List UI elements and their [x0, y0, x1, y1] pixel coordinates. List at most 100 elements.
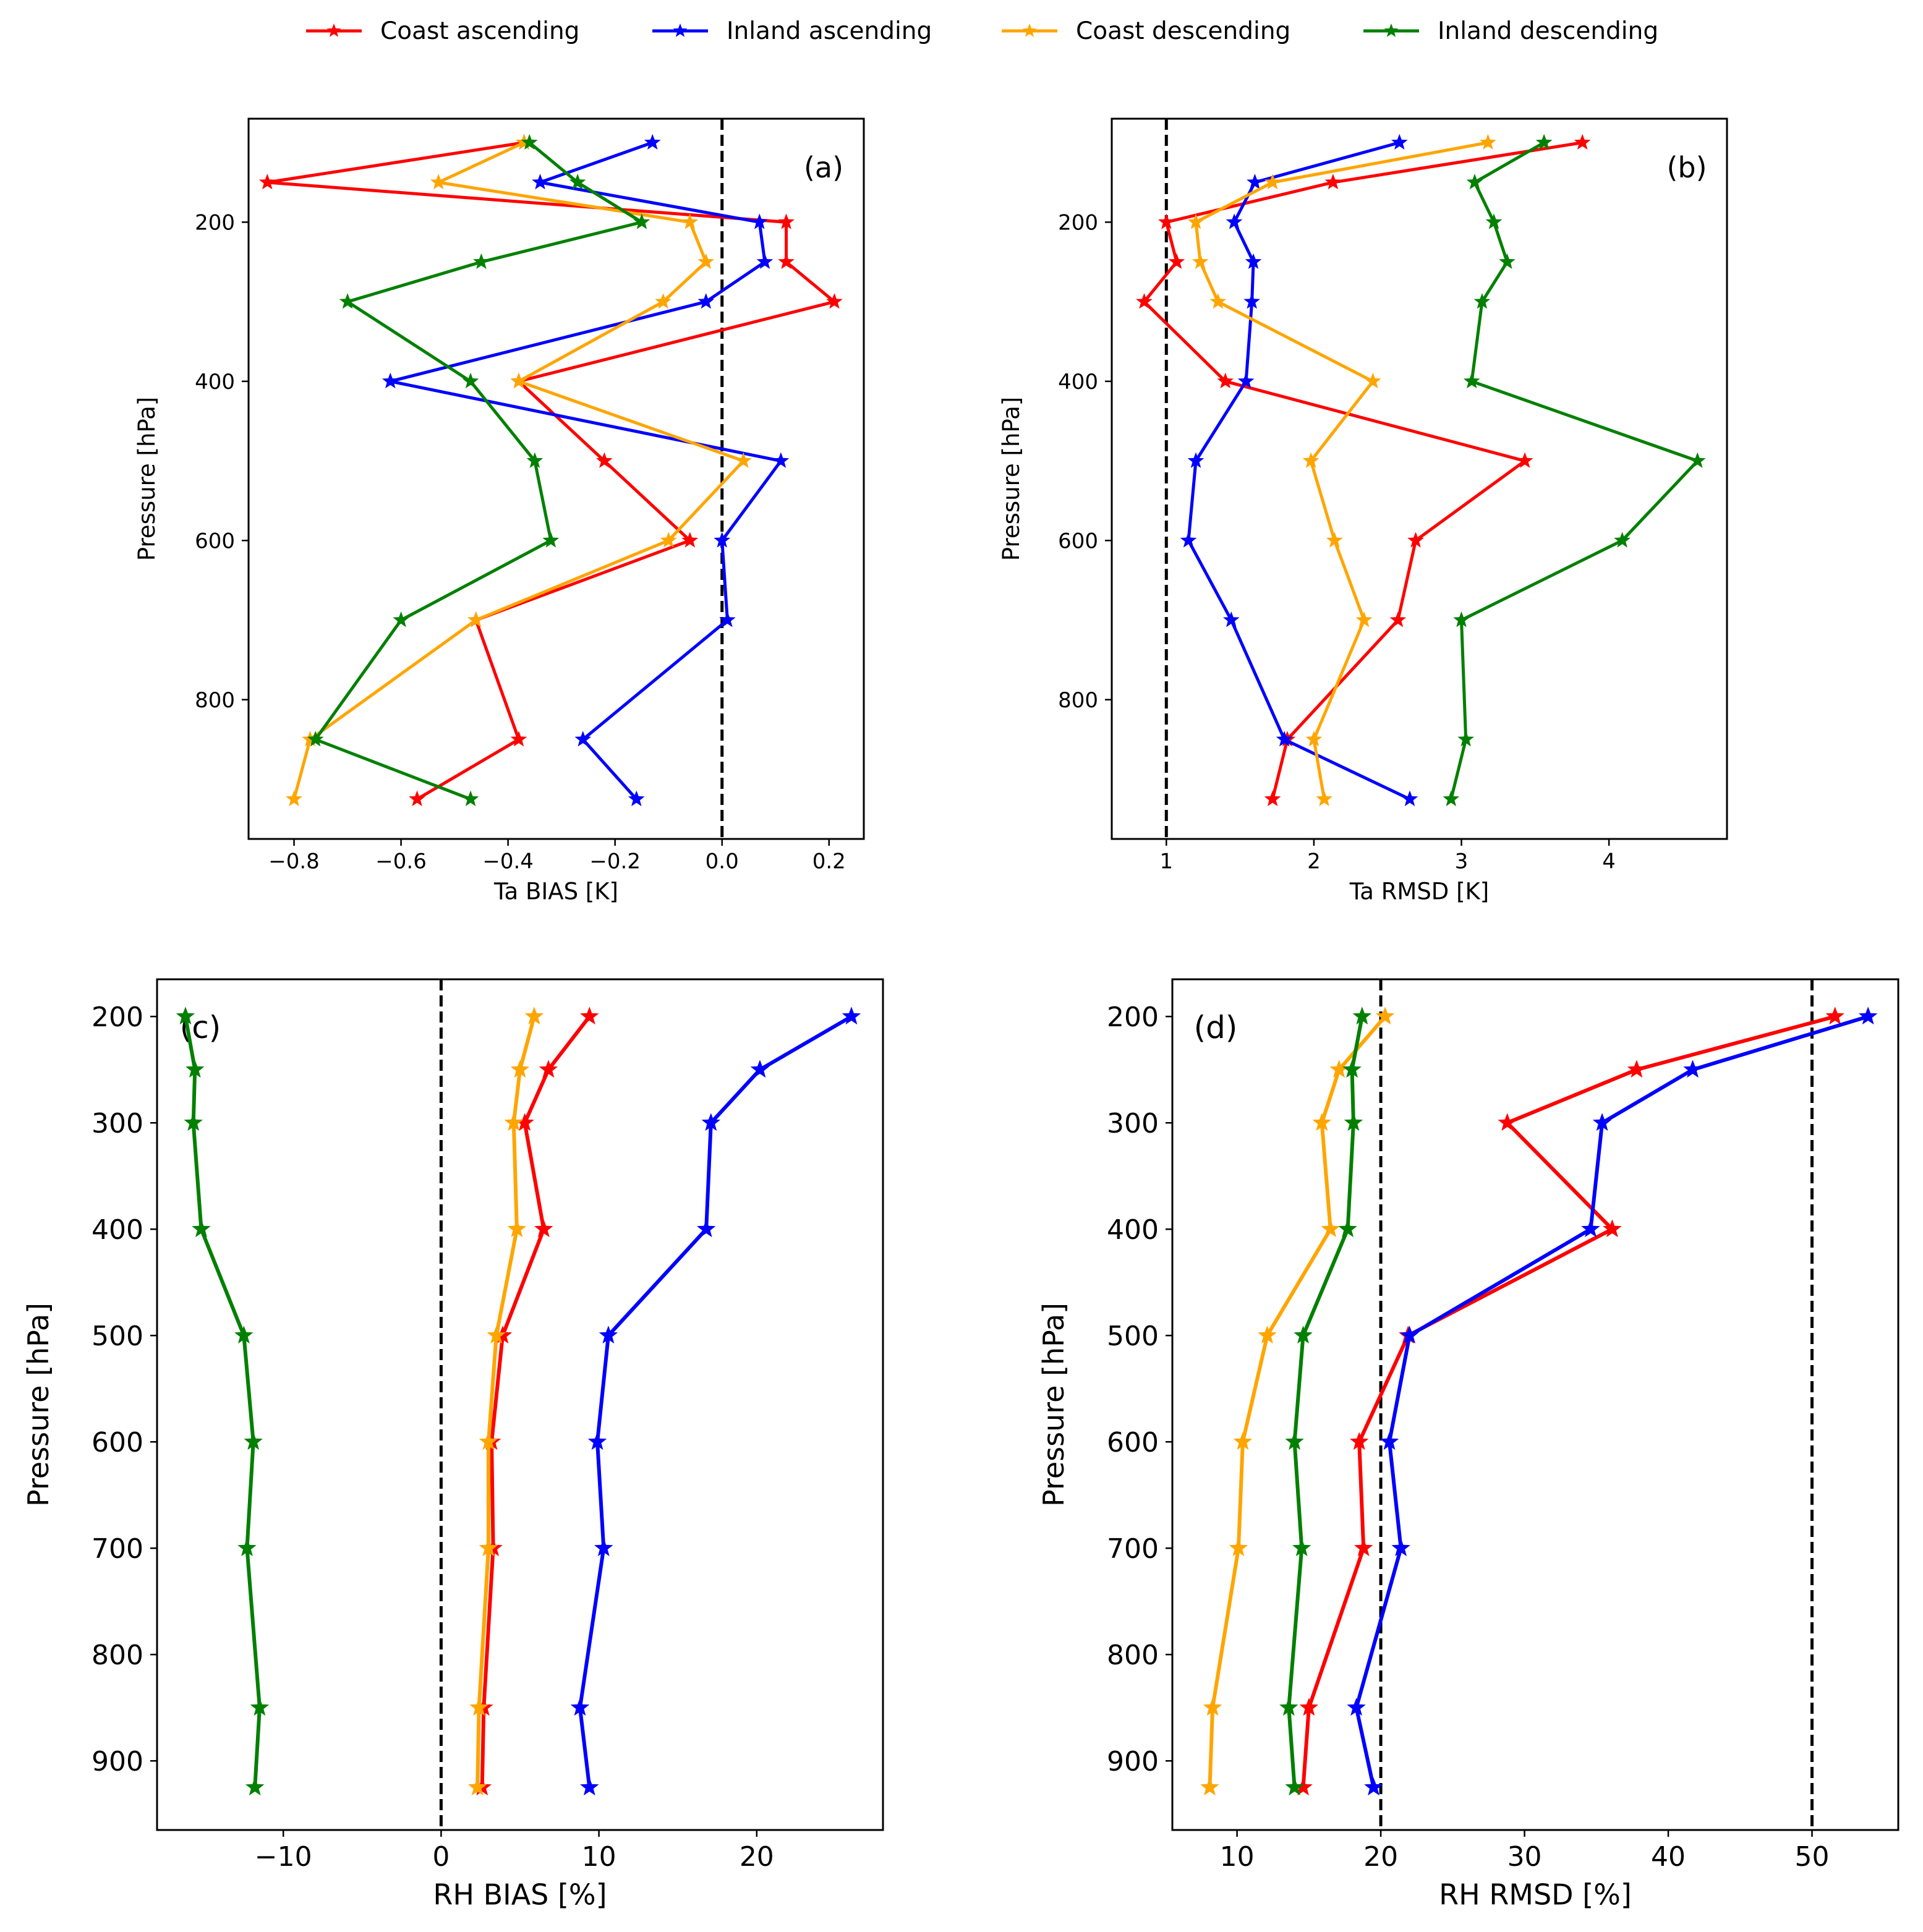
data-point-coast-ascending: [510, 731, 527, 747]
data-point-coast-descending: [1192, 253, 1209, 270]
data-point-inland-ascending: [719, 611, 736, 628]
series-inland-ascending: [1347, 1006, 1878, 1796]
data-point-inland-ascending: [382, 372, 399, 389]
y-tick-label: 700: [92, 1533, 143, 1565]
y-tick-label: 500: [92, 1321, 143, 1352]
y-tick-label: 400: [92, 1214, 143, 1246]
x-axis-label: Ta BIAS [K]: [493, 879, 618, 905]
data-point-coast-ascending: [778, 213, 795, 229]
data-point-inland-descending: [1614, 532, 1631, 548]
data-point-inland-ascending: [532, 173, 548, 190]
data-point-coast-descending: [1233, 1432, 1253, 1450]
data-point-coast-ascending: [826, 293, 843, 309]
y-tick-label: 700: [1107, 1533, 1159, 1565]
series-inland-descending: [1443, 134, 1706, 806]
series-coast-descending: [1200, 1006, 1395, 1796]
data-point-coast-ascending: [1264, 790, 1281, 806]
data-point-inland-ascending: [587, 1432, 607, 1450]
data-point-inland-descending: [184, 1113, 203, 1131]
data-point-coast-ascending: [534, 1219, 553, 1238]
axes-frame: [1111, 117, 1728, 840]
data-point-coast-descending: [1480, 134, 1496, 150]
data-point-coast-ascending: [1498, 1113, 1517, 1131]
data-point-inland-descending: [1689, 452, 1706, 468]
data-point-coast-descending: [1209, 293, 1227, 309]
panel-label: (d): [1194, 1010, 1238, 1045]
x-tick-label: 0: [432, 1841, 450, 1873]
data-point-inland-ascending: [1401, 790, 1418, 806]
axes-frame: [247, 117, 865, 840]
data-point-inland-ascending: [1391, 134, 1408, 150]
data-point-inland-descending: [1285, 1432, 1304, 1450]
x-tick-label: −0.6: [375, 849, 427, 874]
data-point-inland-ascending: [574, 731, 592, 747]
data-point-inland-ascending: [756, 253, 774, 270]
data-point-coast-descending: [1200, 1777, 1219, 1796]
data-point-coast-ascending: [778, 253, 795, 270]
data-point-coast-descending: [286, 790, 302, 806]
data-point-coast-ascending: [1158, 213, 1175, 229]
panel-c: −10 0 10 20 200 300 400 500 600 700 800 900 RH BIAS …: [22, 978, 884, 1911]
y-tick-label: 500: [1107, 1321, 1159, 1352]
x-tick-label: −0.4: [482, 849, 534, 874]
x-tick-label: 50: [1795, 1841, 1830, 1873]
panel-b: 1 2 3 4 200 400 600 800 Ta RMSD [K] Pressure [hPa…: [998, 117, 1728, 905]
y-axis-label: Pressure [hPa]: [22, 1303, 55, 1507]
x-tick-label: 20: [1363, 1841, 1398, 1873]
data-point-inland-descending: [1463, 372, 1480, 389]
data-point-inland-descending: [244, 1432, 263, 1450]
x-axis-label: Ta RMSD [K]: [1349, 879, 1489, 905]
data-point-inland-descending: [633, 213, 650, 229]
x-tick-label: 10: [582, 1841, 616, 1873]
data-point-inland-ascending: [697, 293, 715, 309]
data-point-coast-ascending: [1217, 372, 1234, 389]
data-point-coast-ascending: [1516, 452, 1533, 468]
data-point-coast-ascending: [409, 790, 425, 806]
data-point-inland-descending: [1457, 731, 1474, 747]
data-point-coast-descending: [1312, 1113, 1331, 1131]
data-point-coast-descending: [510, 372, 527, 389]
x-tick-label: 0.2: [812, 849, 846, 874]
x-axis-label: RH BIAS [%]: [433, 1878, 607, 1911]
data-point-inland-descending: [542, 532, 560, 548]
data-point-inland-ascending: [842, 1006, 861, 1025]
data-point-coast-descending: [1229, 1538, 1248, 1557]
y-tick-label: 400: [1107, 1214, 1159, 1246]
data-point-inland-descending: [1342, 1060, 1362, 1078]
data-point-inland-ascending: [580, 1777, 599, 1796]
legend-label-coast-descending: Coast descending: [1076, 17, 1290, 45]
data-point-inland-descending: [1473, 293, 1491, 309]
data-point-inland-ascending: [750, 1060, 770, 1078]
series-inland-ascending: [1180, 134, 1418, 806]
data-point-coast-descending: [1329, 1060, 1349, 1078]
data-point-inland-ascending: [1243, 293, 1260, 309]
y-axis-label: Pressure [hPa]: [134, 397, 160, 561]
y-tick-label: 900: [1107, 1746, 1159, 1777]
x-tick-label: 2: [1307, 849, 1321, 874]
data-point-coast-descending: [1375, 1006, 1395, 1025]
data-point-inland-ascending: [1347, 1698, 1366, 1716]
data-point-coast-ascending: [1627, 1060, 1647, 1078]
data-point-inland-descending: [462, 790, 479, 806]
data-point-inland-ascending: [1400, 1326, 1419, 1344]
data-point-inland-ascending: [1237, 372, 1255, 389]
data-point-inland-ascending: [1276, 731, 1293, 747]
data-point-inland-descending: [462, 372, 479, 389]
data-point-inland-ascending: [570, 1698, 590, 1716]
x-tick-label: −0.8: [268, 849, 320, 874]
x-tick-label: 20: [740, 1841, 774, 1873]
data-point-coast-descending: [1258, 1326, 1277, 1344]
x-tick-label: 4: [1602, 849, 1616, 874]
y-tick-label: 800: [1058, 688, 1098, 713]
y-tick-label: 800: [92, 1640, 143, 1671]
legend-entry-coast-ascending: Coast ascending: [306, 17, 579, 45]
data-point-inland-ascending: [1187, 452, 1205, 468]
y-tick-label: 600: [1107, 1427, 1159, 1458]
data-point-coast-ascending: [1136, 293, 1153, 309]
data-point-inland-ascending: [1379, 1432, 1399, 1450]
y-tick-label: 200: [195, 211, 235, 236]
data-point-inland-ascending: [628, 790, 645, 806]
data-point-inland-ascending: [772, 452, 790, 468]
y-tick-label: 200: [92, 1002, 143, 1033]
